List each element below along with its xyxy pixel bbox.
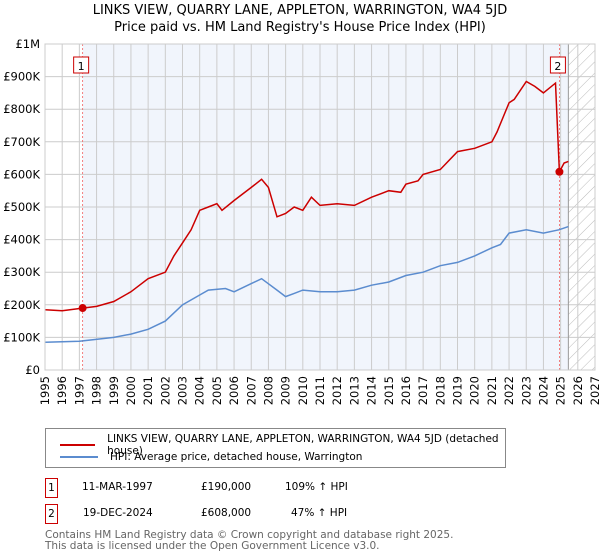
x-tick-label: 1997 (72, 376, 86, 405)
x-tick-label: 2017 (416, 376, 430, 405)
x-tick-label: 2002 (158, 376, 172, 405)
y-tick-label: £600K (3, 167, 40, 181)
chart-title: LINKS VIEW, QUARRY LANE, APPLETON, WARRI… (92, 3, 508, 18)
y-tick-label: £100K (3, 330, 40, 344)
chart-subtitle: Price paid vs. HM Land Registry's House … (114, 20, 486, 35)
x-tick-label: 1999 (107, 376, 121, 405)
legend-label: LINKS VIEW, QUARRY LANE, APPLETON, WARRI… (107, 433, 499, 457)
x-tick-label: 2007 (244, 376, 258, 405)
y-tick-label: £1M (15, 37, 40, 51)
sale-hpi-change: 47% ↑ HPI (291, 507, 348, 519)
x-tick-label: 2020 (468, 376, 482, 405)
x-tick-label: 2019 (451, 376, 465, 405)
x-tick-label: 2008 (261, 376, 275, 405)
sale-marker-label: 2 (45, 504, 58, 524)
x-tick-label: 2001 (141, 376, 155, 405)
sale-price: £190,000 (201, 481, 252, 493)
x-tick-label: 2022 (502, 376, 516, 405)
x-tick-label: 2023 (519, 376, 533, 405)
x-tick-label: 1996 (55, 376, 69, 405)
y-tick-label: £400K (3, 233, 40, 247)
legend: LINKS VIEW, QUARRY LANE, APPLETON, WARRI… (45, 428, 506, 468)
footer-copyright: Contains HM Land Registry data © Crown c… (45, 529, 454, 541)
sale-date: 11-MAR-1997 (82, 481, 153, 493)
x-tick-label: 2010 (296, 376, 310, 405)
sale-marker-box (549, 56, 566, 74)
x-tick-label: 2021 (485, 376, 499, 405)
y-tick-label: £800K (3, 102, 40, 116)
x-tick-label: 2018 (433, 376, 447, 405)
sale-date: 19-DEC-2024 (83, 507, 153, 519)
sale-price: £608,000 (201, 507, 252, 519)
sale-marker-label: 1 (78, 60, 85, 73)
x-tick-label: 2011 (313, 376, 327, 405)
red-line-swatch (60, 444, 96, 446)
x-tick-label: 2013 (347, 376, 361, 405)
y-tick-label: £200K (3, 298, 40, 312)
x-tick-label: 2025 (554, 376, 568, 405)
blue-line-swatch (60, 456, 98, 458)
x-tick-label: 2004 (193, 376, 207, 405)
x-tick-label: 2016 (399, 376, 413, 405)
legend-item-hpi: HPI: Average price, detached house, Warr… (60, 451, 362, 463)
plot-border (44, 43, 596, 371)
x-tick-label: 2009 (279, 376, 293, 405)
price-chart: 1995 1996 1997 1998 1999 2000 2001 2002 2003 2004… (3, 37, 600, 405)
x-tick-label: 2006 (227, 376, 241, 405)
y-tick-label: £900K (3, 70, 40, 84)
y-tick-label: £300K (3, 265, 40, 279)
sale-point (555, 167, 564, 176)
sale-marker-label: 1 (45, 478, 58, 498)
property-series-line (44, 80, 569, 312)
legend-label: HPI: Average price, detached house, Warr… (110, 451, 363, 463)
hpi-series-line (44, 225, 569, 344)
sale-point (78, 304, 87, 313)
y-tick-label: £0 (25, 363, 40, 377)
x-tick-label: 2015 (382, 376, 396, 405)
x-tick-label: 2003 (176, 376, 190, 405)
y-tick-label: £700K (3, 135, 40, 149)
x-tick-label: 2026 (571, 376, 585, 405)
sale-hpi-change: 109% ↑ HPI (285, 481, 348, 493)
x-tick-label: 2012 (330, 376, 344, 405)
x-tick-label: 2005 (210, 376, 224, 405)
y-tick-label: £500K (3, 200, 40, 214)
sale-marker-label: 2 (554, 60, 561, 73)
x-tick-label: 2027 (588, 376, 600, 405)
x-tick-label: 2024 (536, 376, 550, 405)
x-tick-label: 1995 (38, 376, 52, 405)
legend-item-property: LINKS VIEW, QUARRY LANE, APPLETON, WARRI… (60, 433, 505, 457)
x-tick-label: 2014 (365, 376, 379, 405)
sale-marker-box (73, 56, 90, 74)
x-tick-label: 1998 (90, 376, 104, 405)
x-tick-label: 2000 (124, 376, 138, 405)
footer-licence: This data is licensed under the Open Gov… (45, 540, 380, 552)
